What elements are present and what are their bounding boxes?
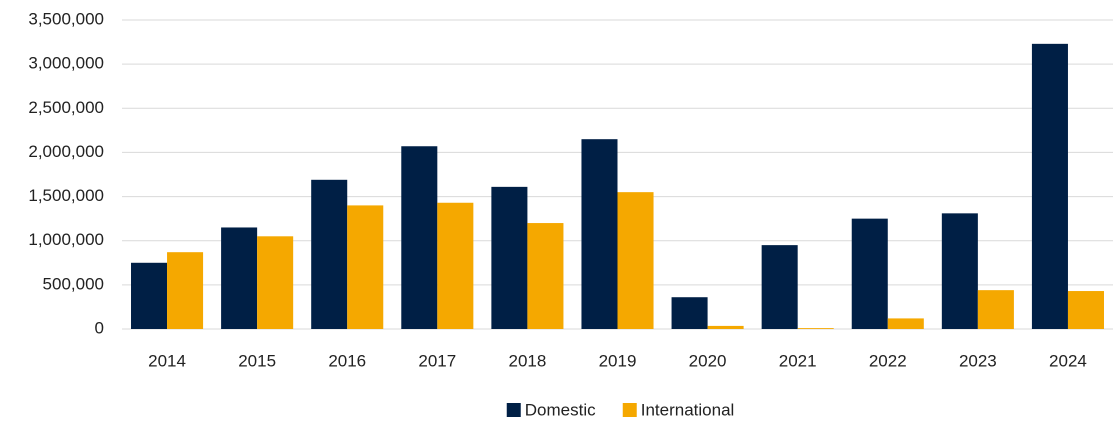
x-tick-label: 2022: [869, 351, 907, 370]
bar: [347, 205, 384, 329]
x-tick-label: 2024: [1049, 351, 1087, 370]
x-tick-label: 2019: [599, 351, 637, 370]
bar: [311, 179, 348, 329]
bar: [671, 297, 708, 329]
y-tick-label: 3,500,000: [28, 9, 104, 28]
bar: [941, 213, 978, 329]
y-tick-label: 1,500,000: [28, 186, 104, 205]
bar: [797, 328, 834, 329]
x-tick-label: 2014: [148, 351, 186, 370]
bar: [437, 202, 474, 329]
x-tick-label: 2018: [508, 351, 546, 370]
x-tick-label: 2020: [689, 351, 727, 370]
bar: [851, 218, 888, 329]
legend-swatch: [622, 403, 637, 417]
bar: [221, 227, 258, 329]
legend-label: International: [641, 400, 735, 419]
y-tick-label: 0: [95, 318, 104, 337]
bar: [167, 252, 204, 329]
bar: [887, 318, 924, 329]
y-tick-label: 2,000,000: [28, 142, 104, 161]
bar: [617, 192, 654, 329]
bar: [131, 262, 168, 329]
bar: [1031, 43, 1068, 329]
x-tick-label: 2016: [328, 351, 366, 370]
bar: [707, 325, 744, 329]
x-tick-label: 2021: [779, 351, 817, 370]
legend-label: Domestic: [525, 400, 596, 419]
x-tick-label: 2015: [238, 351, 276, 370]
x-tick-label: 2017: [418, 351, 456, 370]
bar: [1067, 291, 1104, 329]
x-tick-label: 2023: [959, 351, 997, 370]
y-tick-label: 2,500,000: [28, 98, 104, 117]
legend-swatch: [506, 403, 521, 417]
y-tick-label: 3,000,000: [28, 54, 104, 73]
bar: [761, 245, 798, 329]
bar: [257, 236, 294, 329]
bar: [977, 290, 1014, 329]
bar: [527, 223, 564, 329]
bar: [491, 186, 528, 329]
bar: [581, 139, 618, 329]
bar: [401, 146, 438, 329]
y-tick-label: 1,000,000: [28, 230, 104, 249]
y-tick-label: 500,000: [43, 274, 104, 293]
